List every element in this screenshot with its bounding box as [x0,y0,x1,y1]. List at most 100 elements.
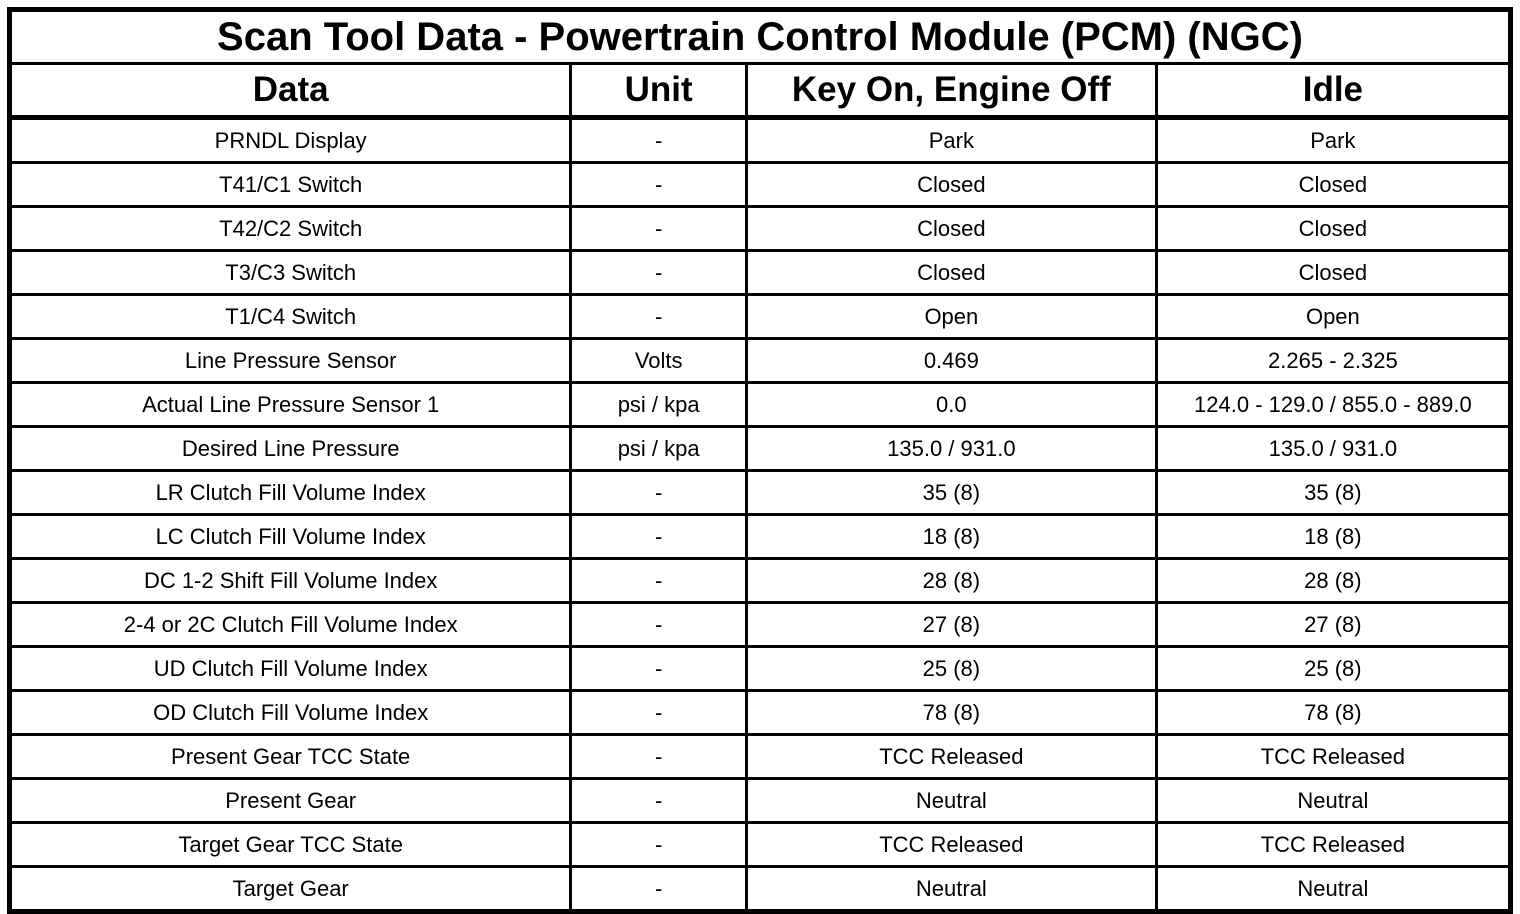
idle-value-cell: Closed [1154,205,1513,252]
key-on-engine-off-value-cell: 25 (8) [744,645,1158,692]
table-row: Desired Line Pressure psi / kpa 135.0 / … [7,425,1513,472]
idle-value-cell: 124.0 - 129.0 / 855.0 - 889.0 [1154,381,1513,428]
table-row: OD Clutch Fill Volume Index - 78 (8) 78 … [7,689,1513,736]
unit-cell: Volts [569,337,748,384]
idle-value-cell: 18 (8) [1154,513,1513,560]
table-row: T1/C4 Switch - Open Open [7,293,1513,340]
table-row: T41/C1 Switch - Closed Closed [7,161,1513,208]
key-on-engine-off-value-cell: TCC Released [744,821,1158,868]
key-on-engine-off-value-cell: Closed [744,161,1158,208]
data-parameter-cell: DC 1-2 Shift Fill Volume Index [7,557,573,604]
unit-cell: - [569,116,748,164]
column-header-idle: Idle [1154,62,1513,120]
table-row: LC Clutch Fill Volume Index - 18 (8) 18 … [7,513,1513,560]
key-on-engine-off-value-cell: Open [744,293,1158,340]
idle-value-cell: 78 (8) [1154,689,1513,736]
table-body: PRNDL Display - Park Park T41/C1 Switch … [7,116,1513,913]
table-row: T3/C3 Switch - Closed Closed [7,249,1513,296]
table-row: PRNDL Display - Park Park [7,116,1513,164]
unit-cell: - [569,601,748,648]
unit-cell: psi / kpa [569,425,748,472]
data-parameter-cell: 2-4 or 2C Clutch Fill Volume Index [7,601,573,648]
data-parameter-cell: LC Clutch Fill Volume Index [7,513,573,560]
data-parameter-cell: T41/C1 Switch [7,161,573,208]
key-on-engine-off-value-cell: 0.469 [744,337,1158,384]
table-row: Present Gear TCC State - TCC Released TC… [7,733,1513,780]
idle-value-cell: Park [1154,116,1513,164]
unit-cell: - [569,689,748,736]
column-header-key-on-engine-off: Key On, Engine Off [744,62,1158,120]
idle-value-cell: Closed [1154,161,1513,208]
table-row: Line Pressure Sensor Volts 0.469 2.265 -… [7,337,1513,384]
key-on-engine-off-value-cell: 0.0 [744,381,1158,428]
idle-value-cell: 35 (8) [1154,469,1513,516]
idle-value-cell: TCC Released [1154,733,1513,780]
unit-cell: - [569,777,748,824]
scan-tool-data-table: Scan Tool Data - Powertrain Control Modu… [7,7,1513,914]
key-on-engine-off-value-cell: 27 (8) [744,601,1158,648]
idle-value-cell: TCC Released [1154,821,1513,868]
data-parameter-cell: LR Clutch Fill Volume Index [7,469,573,516]
data-parameter-cell: OD Clutch Fill Volume Index [7,689,573,736]
key-on-engine-off-value-cell: 135.0 / 931.0 [744,425,1158,472]
scan-tool-data-sheet: Scan Tool Data - Powertrain Control Modu… [7,7,1513,914]
data-parameter-cell: Present Gear TCC State [7,733,573,780]
data-parameter-cell: Present Gear [7,777,573,824]
unit-cell: - [569,865,748,913]
unit-cell: - [569,557,748,604]
unit-cell: - [569,293,748,340]
data-parameter-cell: PRNDL Display [7,116,573,164]
unit-cell: - [569,513,748,560]
unit-cell: - [569,645,748,692]
key-on-engine-off-value-cell: 28 (8) [744,557,1158,604]
data-parameter-cell: UD Clutch Fill Volume Index [7,645,573,692]
idle-value-cell: Closed [1154,249,1513,296]
key-on-engine-off-value-cell: TCC Released [744,733,1158,780]
table-row: DC 1-2 Shift Fill Volume Index - 28 (8) … [7,557,1513,604]
idle-value-cell: Open [1154,293,1513,340]
idle-value-cell: 28 (8) [1154,557,1513,604]
idle-value-cell: 27 (8) [1154,601,1513,648]
data-parameter-cell: T1/C4 Switch [7,293,573,340]
data-parameter-cell: Target Gear TCC State [7,821,573,868]
idle-value-cell: Neutral [1154,865,1513,913]
table-row: LR Clutch Fill Volume Index - 35 (8) 35 … [7,469,1513,516]
idle-value-cell: 2.265 - 2.325 [1154,337,1513,384]
key-on-engine-off-value-cell: Closed [744,205,1158,252]
key-on-engine-off-value-cell: Neutral [744,865,1158,913]
idle-value-cell: 135.0 / 931.0 [1154,425,1513,472]
column-header-unit: Unit [569,62,748,120]
idle-value-cell: 25 (8) [1154,645,1513,692]
column-header-data: Data [7,62,573,120]
data-parameter-cell: Target Gear [7,865,573,913]
key-on-engine-off-value-cell: Neutral [744,777,1158,824]
unit-cell: - [569,469,748,516]
table-row: Actual Line Pressure Sensor 1 psi / kpa … [7,381,1513,428]
title-row: Scan Tool Data - Powertrain Control Modu… [8,8,1512,65]
table-row: T42/C2 Switch - Closed Closed [7,205,1513,252]
unit-cell: - [569,821,748,868]
unit-cell: psi / kpa [569,381,748,428]
table-title: Scan Tool Data - Powertrain Control Modu… [8,8,1512,65]
unit-cell: - [569,733,748,780]
data-parameter-cell: Desired Line Pressure [7,425,573,472]
table-row: UD Clutch Fill Volume Index - 25 (8) 25 … [7,645,1513,692]
data-parameter-cell: T3/C3 Switch [7,249,573,296]
idle-value-cell: Neutral [1154,777,1513,824]
key-on-engine-off-value-cell: Park [744,116,1158,164]
key-on-engine-off-value-cell: 35 (8) [744,469,1158,516]
data-parameter-cell: Line Pressure Sensor [7,337,573,384]
table-head: Scan Tool Data - Powertrain Control Modu… [7,8,1513,120]
key-on-engine-off-value-cell: 18 (8) [744,513,1158,560]
column-header-row: Data Unit Key On, Engine Off Idle [7,62,1513,120]
data-parameter-cell: Actual Line Pressure Sensor 1 [7,381,573,428]
data-parameter-cell: T42/C2 Switch [7,205,573,252]
table-row: Target Gear TCC State - TCC Released TCC… [7,821,1513,868]
unit-cell: - [569,161,748,208]
unit-cell: - [569,249,748,296]
unit-cell: - [569,205,748,252]
table-row: Target Gear - Neutral Neutral [7,865,1513,913]
table-row: 2-4 or 2C Clutch Fill Volume Index - 27 … [7,601,1513,648]
key-on-engine-off-value-cell: Closed [744,249,1158,296]
table-row: Present Gear - Neutral Neutral [7,777,1513,824]
